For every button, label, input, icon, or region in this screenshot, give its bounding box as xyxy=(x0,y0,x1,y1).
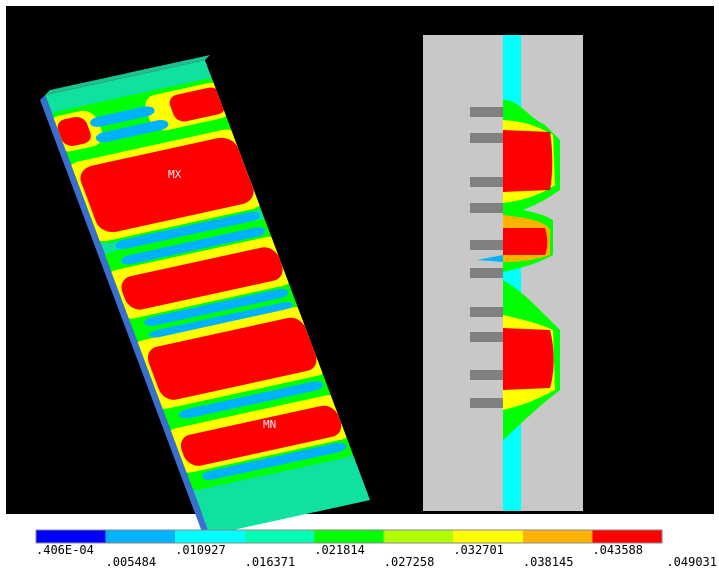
legend-label: .038145 xyxy=(523,555,574,569)
max-label: MX xyxy=(168,168,182,181)
legend-swatch xyxy=(384,530,454,543)
legend-label: .005484 xyxy=(106,555,157,569)
legend-label: .032701 xyxy=(453,543,504,557)
legend-swatch xyxy=(592,530,662,543)
legend-swatch xyxy=(523,530,593,543)
legend-label: .406E-04 xyxy=(36,543,94,557)
legend-label: .027258 xyxy=(384,555,435,569)
legend-swatch xyxy=(453,530,523,543)
legend-swatch xyxy=(106,530,176,543)
legend-swatch xyxy=(175,530,245,543)
legend-swatch xyxy=(245,530,315,543)
legend-label: .010927 xyxy=(175,543,226,557)
legend-label: .021814 xyxy=(314,543,365,557)
legend-swatch xyxy=(36,530,106,543)
legend-label: .016371 xyxy=(245,555,296,569)
screenshot: MX MN .406E-04 .005484 .010927 .016371 .0218… xyxy=(0,0,719,586)
legend-label: .043588 xyxy=(592,543,643,557)
min-label: MN xyxy=(263,418,276,431)
legend-label: .049031 xyxy=(666,555,717,569)
legend-swatch xyxy=(314,530,384,543)
